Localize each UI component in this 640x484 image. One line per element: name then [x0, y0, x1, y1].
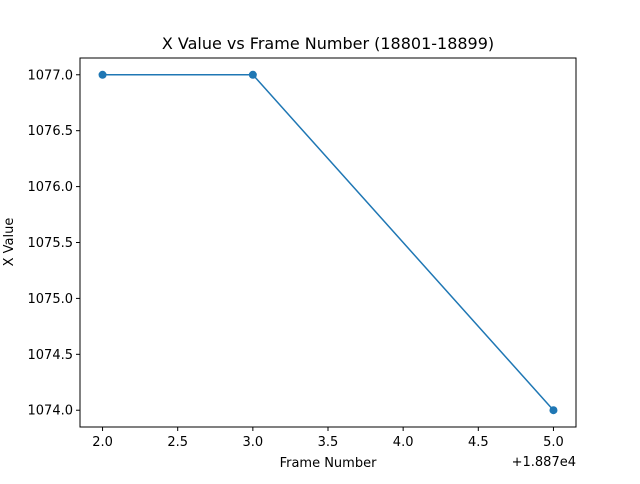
y-tick-label: 1074.5	[28, 348, 74, 363]
x-axis-label: Frame Number	[280, 456, 378, 471]
y-axis-ticks: 1074.0 1074.5 1075.0 1075.5 1076.0 1076.5 1077…	[28, 68, 80, 419]
y-tick-label: 1075.5	[28, 236, 74, 251]
x-tick-label: 2.0	[92, 435, 113, 450]
chart-title: X Value vs Frame Number (18801-18899)	[162, 34, 494, 53]
x-tick-label: 3.0	[243, 435, 264, 450]
data-point	[549, 406, 558, 415]
data-point	[248, 70, 257, 79]
x-axis-ticks: 2.0 2.5 3.0 3.5 4.0 4.5 5.0	[92, 427, 564, 450]
y-axis-label: X Value	[2, 218, 17, 267]
y-tick-label: 1076.5	[28, 124, 74, 139]
series-group	[98, 70, 558, 415]
x-tick-label: 3.5	[318, 435, 339, 450]
x-tick-label: 4.5	[468, 435, 489, 450]
data-point	[98, 70, 107, 79]
y-tick-label: 1074.0	[28, 404, 74, 419]
y-tick-label: 1076.0	[28, 180, 74, 195]
x-axis-offset-label: +1.887e4	[512, 455, 576, 470]
y-tick-label: 1075.0	[28, 292, 74, 307]
y-tick-label: 1077.0	[28, 68, 74, 83]
x-tick-label: 2.5	[167, 435, 188, 450]
plot-frame	[79, 57, 577, 428]
x-tick-label: 4.0	[393, 435, 414, 450]
x-tick-label: 5.0	[543, 435, 564, 450]
